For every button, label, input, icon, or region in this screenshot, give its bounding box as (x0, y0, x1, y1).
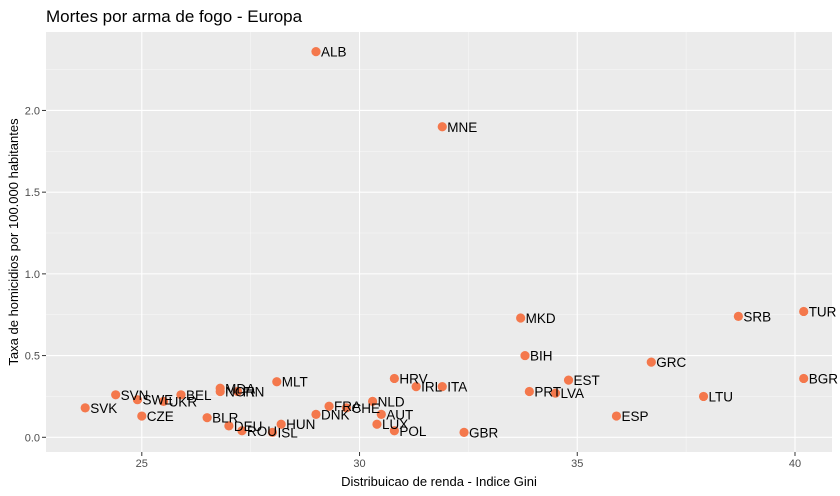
data-point-isl (267, 427, 278, 437)
data-label-esp: ESP (621, 409, 648, 424)
data-point-esp (611, 411, 622, 421)
data-points (80, 47, 809, 437)
data-point-grc (646, 357, 656, 367)
data-label-gbr: GBR (469, 425, 499, 440)
data-label-deu: DEU (234, 419, 263, 434)
data-label-nor: NOR (225, 385, 255, 400)
data-point-che (341, 403, 352, 413)
data-label-rou: ROU (247, 424, 277, 439)
x-tick-label: 35 (571, 458, 583, 470)
data-point-swe (132, 395, 143, 405)
y-tick-label: 1.0 (25, 269, 40, 281)
data-label-ltu: LTU (709, 389, 734, 404)
plot-panel (46, 32, 832, 452)
data-point-alb (311, 47, 321, 57)
y-tick-label: 1.5 (25, 187, 40, 199)
data-label-alb: ALB (321, 45, 347, 60)
data-label-hun: HUN (286, 417, 315, 432)
data-point-nor (215, 386, 225, 397)
data-point-irl (411, 382, 421, 392)
data-label-cze: CZE (147, 409, 174, 424)
data-point-lux (372, 419, 382, 429)
data-point-blr (202, 413, 212, 423)
data-label-mlt: MLT (282, 375, 308, 390)
data-labels: ALB MNE TUR SRB MKD BIH GRC BGR HRV EST MLT IRL ITA M… (90, 45, 838, 441)
data-point-pol (389, 426, 399, 436)
grid-major (46, 32, 832, 452)
data-label-irl: IRL (421, 380, 443, 395)
data-label-fra: FRA (334, 399, 361, 414)
data-point-est (563, 375, 574, 385)
data-point-bel (176, 390, 186, 400)
data-point-srb (733, 311, 743, 321)
y-axis-title: Taxa de homicidios por 100.000 habitante… (6, 118, 21, 366)
data-label-dnk: DNK (321, 407, 350, 422)
x-tick-label: 25 (136, 458, 148, 470)
chart-title: Mortes por arma de fogo - Europa (46, 7, 303, 26)
data-point-svn (111, 390, 121, 400)
data-label-bel: BEL (186, 388, 212, 403)
data-point-mkd (516, 313, 526, 323)
data-label-est: EST (574, 373, 600, 388)
data-label-tur: TUR (809, 304, 837, 319)
data-label-fin: FIN (243, 385, 265, 400)
data-point-fin (233, 386, 243, 397)
data-label-srb: SRB (743, 309, 771, 324)
data-point-dnk (311, 409, 321, 420)
data-label-mkd: MKD (526, 311, 556, 326)
data-label-ita: ITA (447, 380, 467, 395)
data-point-mne (437, 122, 447, 132)
y-axis: 0.0 0.5 1.0 1.5 2.0 (25, 105, 46, 444)
data-label-blr: BLR (212, 411, 239, 426)
data-point-aut (376, 409, 386, 420)
x-axis-title: Distribuicao de renda - Indice Gini (341, 474, 537, 489)
data-point-ltu (698, 391, 709, 402)
data-point-ukr (158, 396, 169, 406)
data-point-mlt (272, 377, 282, 387)
data-point-ita (437, 382, 447, 392)
data-label-prt: PRT (534, 385, 561, 400)
data-point-prt (524, 386, 534, 397)
data-point-nld (367, 396, 378, 406)
data-label-pol: POL (399, 424, 427, 439)
x-tick-label: 30 (353, 458, 365, 470)
data-label-aut: AUT (386, 407, 413, 422)
data-label-svk: SVK (90, 401, 117, 416)
data-label-lva: LVA (560, 386, 584, 401)
data-point-deu (224, 421, 234, 431)
data-point-tur (799, 306, 809, 317)
y-tick-label: 0.5 (25, 351, 40, 363)
data-point-cze (137, 411, 147, 421)
x-axis: 25 30 35 40 (136, 452, 801, 470)
data-point-bih (520, 350, 530, 361)
data-label-swe: SWE (142, 393, 173, 408)
data-label-bgr: BGR (809, 371, 839, 386)
data-point-fra (324, 401, 334, 411)
data-point-bgr (799, 373, 809, 384)
data-label-lux: LUX (382, 417, 408, 432)
data-label-ukr: UKR (169, 394, 198, 409)
data-point-rou (237, 426, 247, 436)
x-tick-label: 40 (789, 458, 801, 470)
data-point-hun (276, 419, 286, 429)
data-label-che: CHE (351, 401, 380, 416)
y-tick-label: 0.0 (25, 432, 40, 444)
data-label-isl: ISL (277, 425, 298, 440)
data-label-bih: BIH (530, 349, 553, 364)
data-label-svn: SVN (121, 388, 149, 403)
data-point-svk (80, 403, 90, 413)
data-point-hrv (389, 373, 399, 384)
data-label-mda: MDA (225, 381, 255, 396)
y-tick-label: 2.0 (25, 105, 40, 117)
data-label-mne: MNE (447, 120, 477, 135)
data-point-gbr (459, 427, 469, 437)
data-point-lva (550, 388, 561, 398)
data-label-grc: GRC (656, 355, 686, 370)
data-label-nld: NLD (378, 394, 405, 409)
data-label-hrv: HRV (399, 371, 427, 386)
